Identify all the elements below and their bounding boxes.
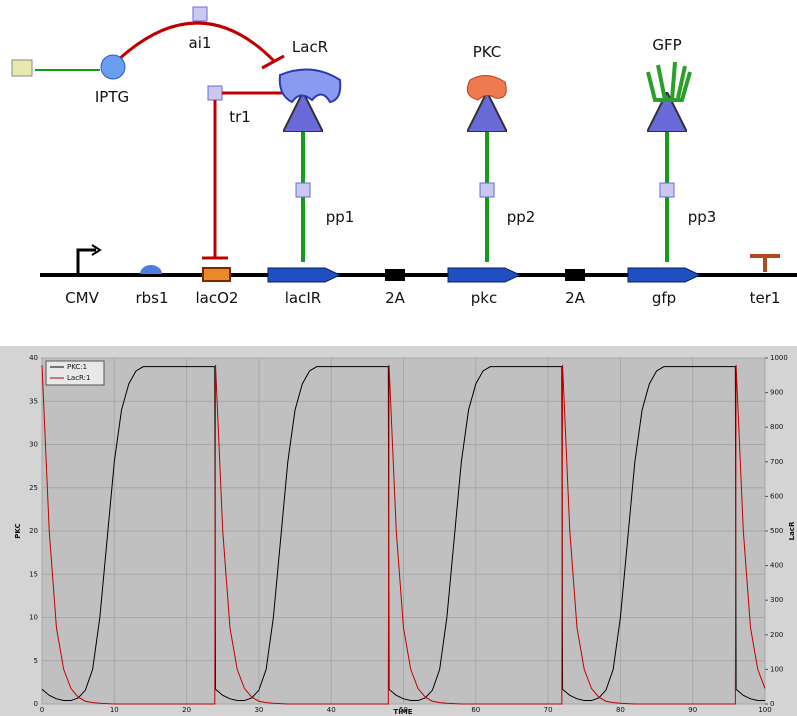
y-tick-label: 40 [29, 354, 38, 362]
2a-box [565, 269, 585, 281]
2a-box [385, 269, 405, 281]
label: IPTG [95, 88, 129, 106]
process-markers [192, 6, 675, 198]
y-tick-label: 25 [29, 484, 38, 492]
y2-tick-label: 100 [770, 665, 783, 673]
label: lacO2 [196, 289, 239, 307]
y2-axis-label: LacR [788, 521, 796, 540]
gene-gfp [627, 267, 702, 283]
label: 2A [385, 289, 406, 307]
y2-tick-label: 300 [770, 596, 783, 604]
label: ai1 [189, 34, 212, 52]
y-tick-label: 30 [29, 441, 38, 449]
y-tick-label: 5 [34, 657, 38, 665]
label: pp1 [326, 208, 355, 226]
x-tick-label: 40 [327, 706, 336, 714]
repression-line [213, 91, 285, 258]
inhibition-bar [261, 54, 285, 70]
x-axis-label: TIME [393, 708, 412, 716]
y-tick-label: 10 [29, 614, 38, 622]
x-tick-label: 80 [616, 706, 625, 714]
legend-box [45, 360, 105, 386]
label: CMV [65, 289, 99, 307]
legend-label: LacR:1 [67, 374, 91, 382]
label: tr1 [229, 108, 251, 126]
x-tick-label: 10 [110, 706, 119, 714]
y2-tick-label: 700 [770, 458, 783, 466]
x-tick-label: 90 [688, 706, 697, 714]
y2-tick-label: 0 [770, 700, 774, 708]
label: rbs1 [135, 289, 168, 307]
label: pp2 [507, 208, 536, 226]
chart: PKC LacR TIME 0 10 20 30 40 50 60 70 80 90 1000510… [0, 346, 797, 716]
label: 2A [565, 289, 586, 307]
label: PKC [473, 43, 502, 61]
x-tick-label: 70 [544, 706, 553, 714]
inducer-icon [11, 59, 33, 77]
y2-tick-label: 200 [770, 631, 783, 639]
x-tick-label: 50 [399, 706, 408, 714]
label: pkc [471, 289, 497, 307]
y2-tick-label: 600 [770, 492, 783, 500]
x-tick-label: 60 [471, 706, 480, 714]
label: lacIR [285, 289, 321, 307]
inhibition-arc [116, 21, 277, 64]
y-tick-label: 20 [29, 527, 38, 535]
label: pp3 [688, 208, 717, 226]
y-tick-label: 0 [34, 700, 38, 708]
y-tick-label: 15 [29, 570, 38, 578]
y-axis-label: PKC [14, 523, 22, 538]
promoter [76, 248, 96, 275]
x-tick-label: 0 [40, 706, 44, 714]
gfp-protein [646, 61, 692, 102]
legend-label: PKC:1 [67, 363, 87, 371]
label: ter1 [750, 289, 781, 307]
y2-tick-label: 400 [770, 562, 783, 570]
label: LacR [292, 38, 328, 56]
x-tick-label: 20 [182, 706, 191, 714]
promoter-arrow [91, 244, 102, 256]
series-line [41, 366, 765, 702]
y2-tick-label: 500 [770, 527, 783, 535]
terminator [750, 254, 780, 272]
y2-tick-label: 800 [770, 423, 783, 431]
pkc-protein [466, 75, 507, 101]
gene-lacir [267, 267, 342, 283]
y2-tick-label: 1000 [770, 354, 788, 362]
y-tick-label: 35 [29, 397, 38, 405]
label: GFP [652, 36, 681, 54]
y2-tick-label: 900 [770, 389, 783, 397]
rbs [140, 265, 162, 274]
x-tick-label: 100 [758, 706, 771, 714]
x-tick-label: 30 [254, 706, 263, 714]
series-line [41, 364, 766, 705]
gene-pkc [447, 267, 522, 283]
circuit-diagram: ai1 LacR IPTG tr1 PKC GFP pp1 pp2 pp3 CM… [11, 6, 797, 307]
lacr-protein [278, 68, 342, 104]
operator [202, 267, 231, 282]
label: gfp [652, 289, 676, 307]
iptg-node [100, 54, 126, 80]
